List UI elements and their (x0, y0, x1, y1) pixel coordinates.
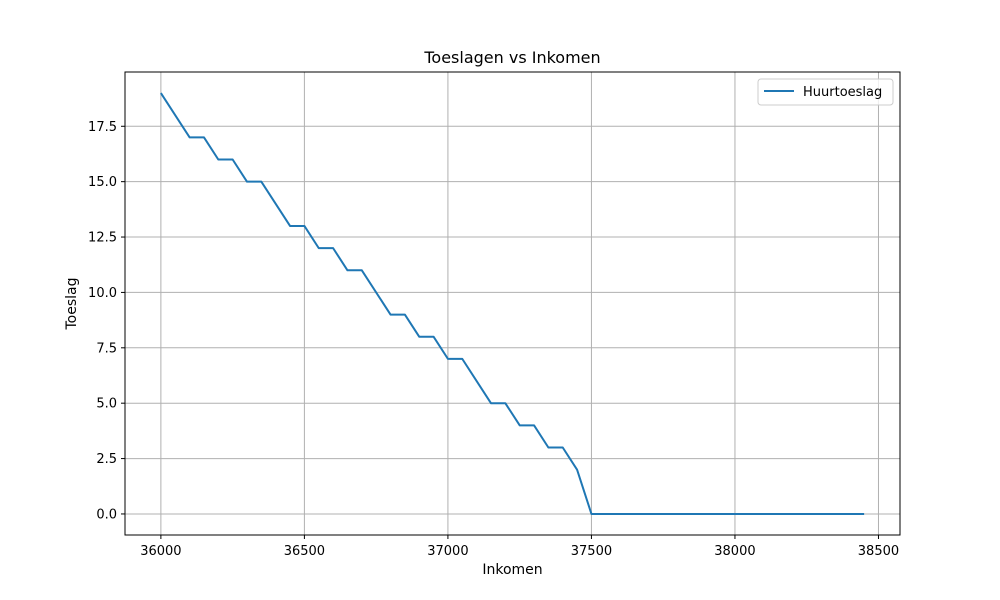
plot-frame (124, 71, 901, 536)
series-line-huurtoeslag (160, 92, 865, 515)
legend: Huurtoeslag (757, 78, 894, 106)
legend-box (757, 78, 894, 106)
series-layer (160, 92, 865, 515)
y-tick-label: 2.5 (96, 452, 117, 467)
x-tick-label: 38000 (714, 544, 755, 559)
x-tick-label: 37000 (427, 544, 468, 559)
y-tick-label: 7.5 (96, 341, 117, 356)
ticks: 36000 36500 37000 37500 38000 38500 0.0 2.5 5.0 7… (88, 120, 899, 559)
x-tick-label: 36500 (284, 544, 325, 559)
y-axis-label: Toeslag (64, 277, 80, 330)
y-tick-label: 0.0 (96, 507, 117, 522)
legend-label-huurtoeslag: Huurtoeslag (803, 85, 882, 100)
y-tick-label: 12.5 (88, 231, 117, 246)
y-tick-label: 5.0 (96, 397, 117, 412)
x-axis-label: Inkomen (482, 562, 542, 578)
x-tick-label: 37500 (571, 544, 612, 559)
x-tick-label: 36000 (140, 544, 181, 559)
chart-title: Toeslagen vs Inkomen (423, 48, 600, 67)
y-tick-label: 10.0 (88, 286, 117, 301)
x-tick-label: 38500 (858, 544, 899, 559)
y-tick-label: 17.5 (88, 120, 117, 135)
y-tick-label: 15.0 (88, 175, 117, 190)
grid (125, 72, 900, 535)
